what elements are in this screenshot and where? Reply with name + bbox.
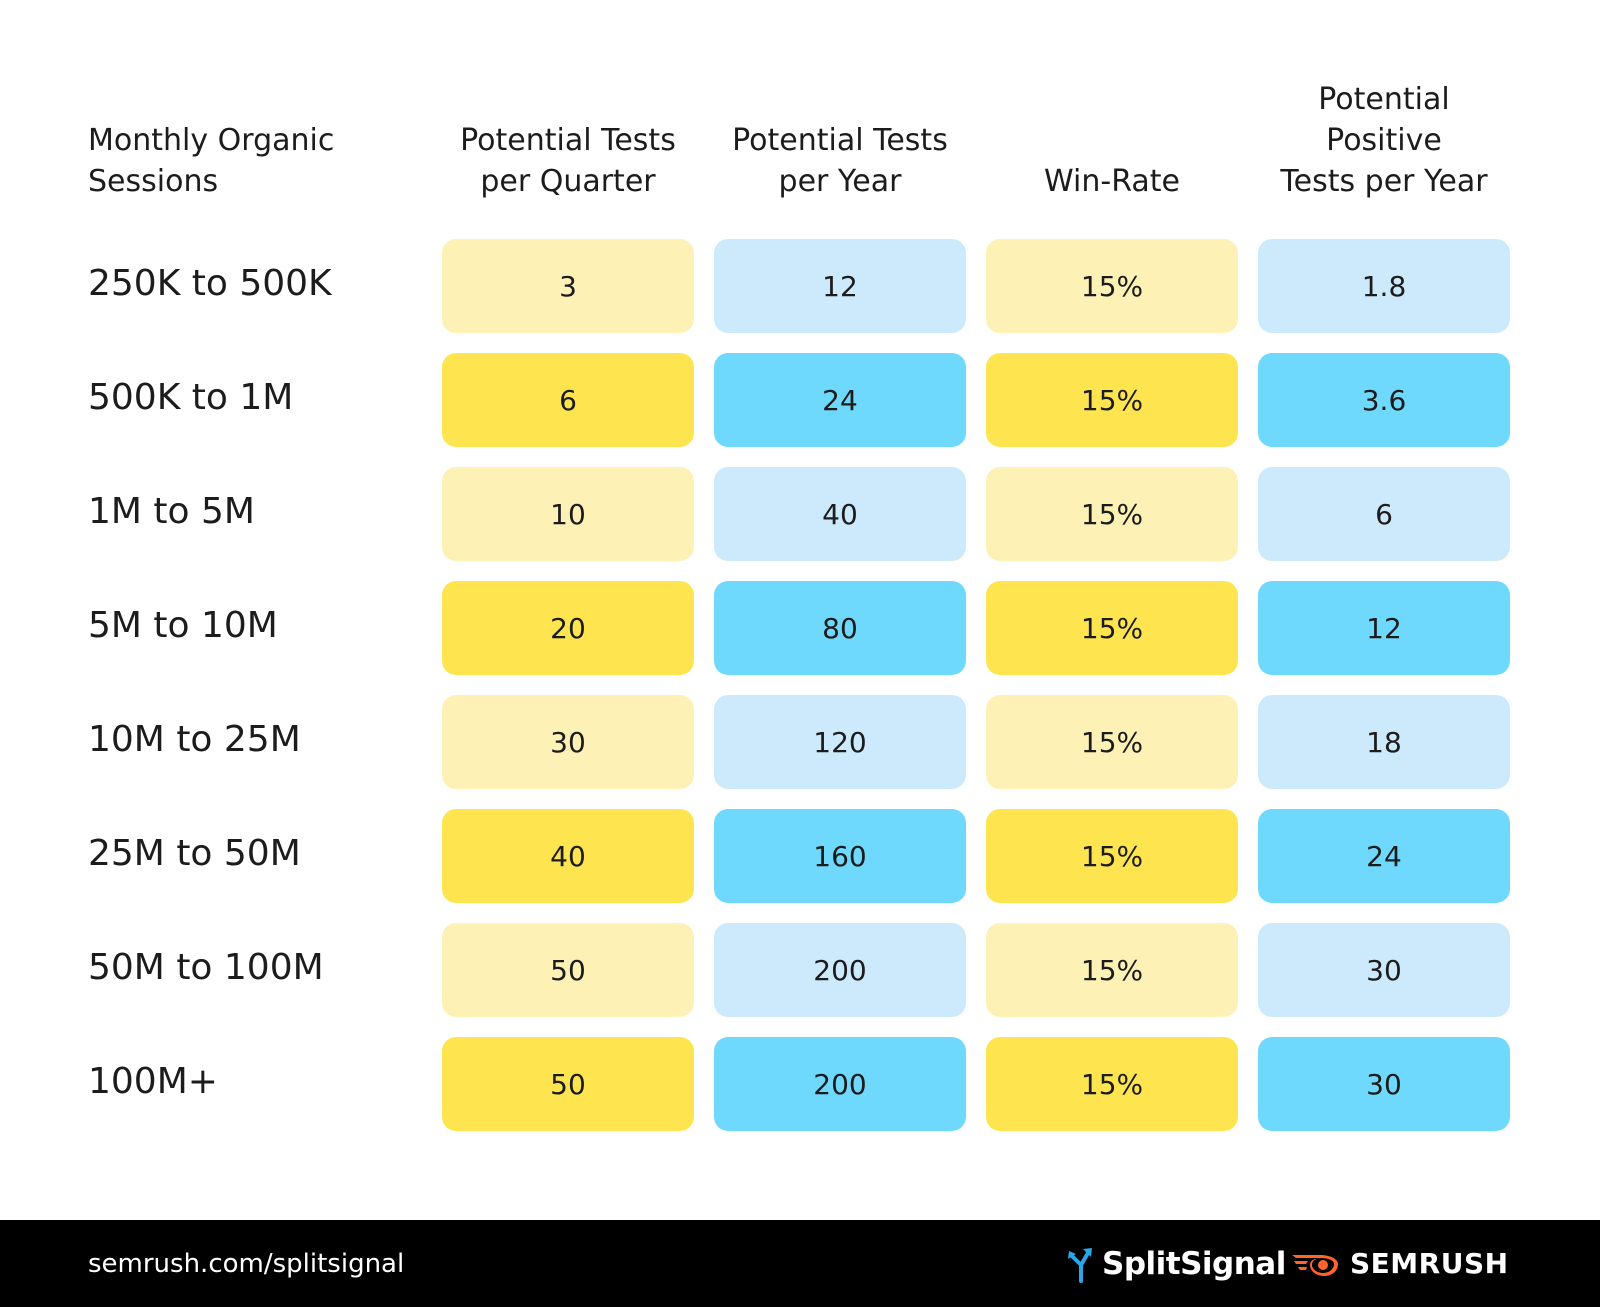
- semrush-fireball-icon: [1292, 1254, 1338, 1276]
- table-cell: 1.8: [1258, 239, 1510, 333]
- table-cell: 30: [1258, 923, 1510, 1017]
- table-cell: 10: [442, 467, 694, 561]
- footer-bar: semrush.com/splitsignal SplitSignal SEMR…: [0, 1220, 1600, 1307]
- table-cell: 15%: [986, 581, 1238, 675]
- semrush-logo: SEMRUSH: [1290, 1220, 1509, 1307]
- table-cell: 15%: [986, 923, 1238, 1017]
- table-cell: 50: [442, 923, 694, 1017]
- table-cell: 20: [442, 581, 694, 675]
- table-cell: 15%: [986, 809, 1238, 903]
- table-cell: 15%: [986, 695, 1238, 789]
- table-cell: 18: [1258, 695, 1510, 789]
- table-cell: 6: [1258, 467, 1510, 561]
- table-cell: 6: [442, 353, 694, 447]
- table-cell: 80: [714, 581, 966, 675]
- row-label: 25M to 50M: [88, 832, 301, 874]
- row-label: 10M to 25M: [88, 718, 301, 760]
- row-label: 5M to 10M: [88, 604, 278, 646]
- splitsignal-arrows-icon: [1068, 1247, 1092, 1283]
- table-cell: 40: [442, 809, 694, 903]
- table-cell: 120: [714, 695, 966, 789]
- table-cell: 15%: [986, 1037, 1238, 1131]
- table-cell: 15%: [986, 467, 1238, 561]
- table-cell: 12: [714, 239, 966, 333]
- row-label: 250K to 500K: [88, 262, 332, 304]
- table-cell: 160: [714, 809, 966, 903]
- splitsignal-wordmark: SplitSignal: [1102, 1245, 1286, 1282]
- table-cell: 3.6: [1258, 353, 1510, 447]
- row-label: 500K to 1M: [88, 376, 294, 418]
- semrush-wordmark: SEMRUSH: [1350, 1247, 1509, 1280]
- splitsignal-logo: SplitSignal: [1066, 1220, 1286, 1307]
- column-header-3: Win-Rate: [1044, 164, 1180, 199]
- table-cell: 3: [442, 239, 694, 333]
- table-cell: 50: [442, 1037, 694, 1131]
- column-header-sessions: Monthly Organic Sessions: [88, 123, 335, 199]
- table-cell: 200: [714, 1037, 966, 1131]
- column-header-2: Potential Tests per Year: [732, 123, 948, 199]
- row-label: 50M to 100M: [88, 946, 324, 988]
- table-cell: 15%: [986, 239, 1238, 333]
- table-cell: 24: [714, 353, 966, 447]
- table-cell: 30: [1258, 1037, 1510, 1131]
- row-label: 1M to 5M: [88, 490, 255, 532]
- table-cell: 15%: [986, 353, 1238, 447]
- table-cell: 24: [1258, 809, 1510, 903]
- row-label: 100M+: [88, 1060, 218, 1102]
- table-cell: 30: [442, 695, 694, 789]
- table-cell: 200: [714, 923, 966, 1017]
- table-cell: 40: [714, 467, 966, 561]
- column-header-4: Potential Positive Tests per Year: [1280, 82, 1488, 199]
- table-cell: 12: [1258, 581, 1510, 675]
- column-header-1: Potential Tests per Quarter: [460, 123, 676, 199]
- footer-url[interactable]: semrush.com/splitsignal: [88, 1248, 405, 1279]
- sessions-table: Monthly Organic Sessions Potential Tests …: [88, 82, 1510, 1131]
